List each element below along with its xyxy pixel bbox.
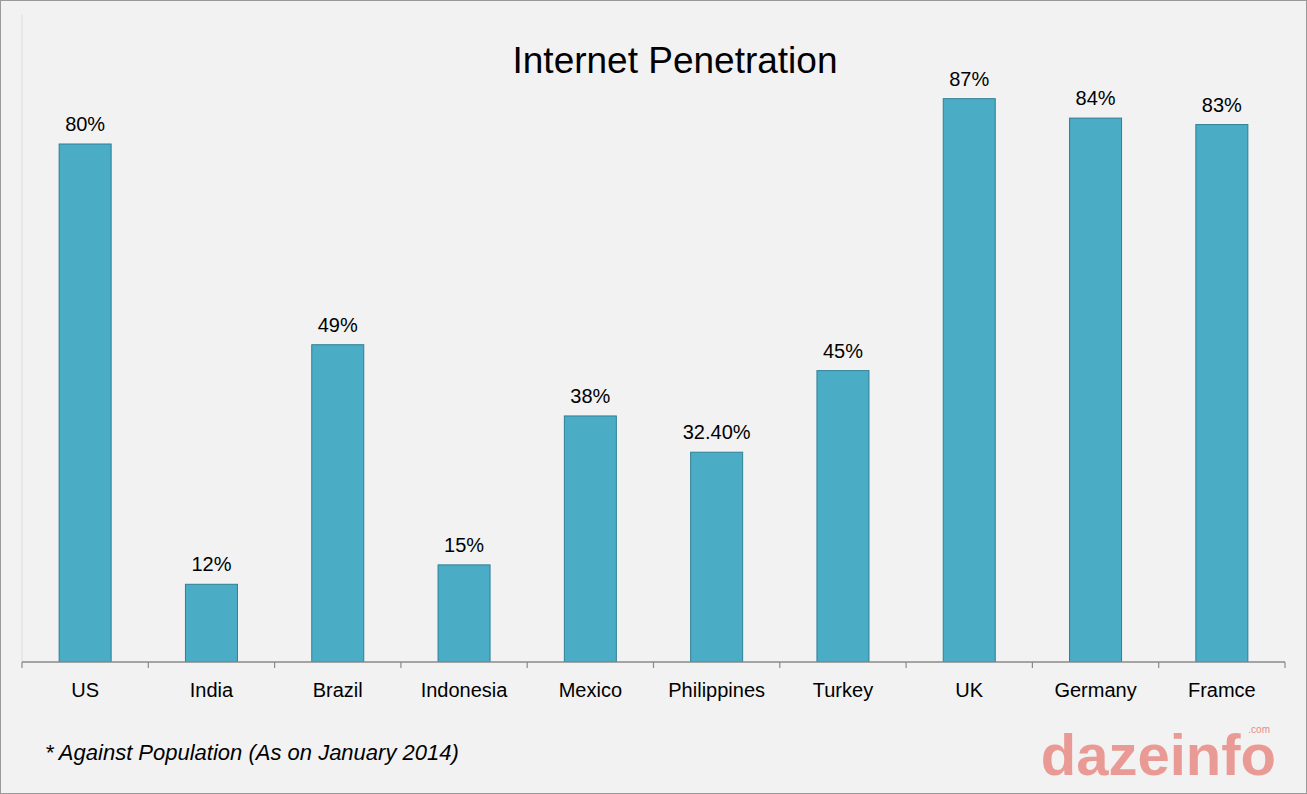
data-label: 83%	[1202, 94, 1242, 116]
bar	[59, 144, 111, 662]
data-label: 45%	[823, 340, 863, 362]
x-tick	[1284, 662, 1285, 668]
chart-title: Internet Penetration	[513, 40, 838, 81]
x-tick-label: Germany	[1054, 679, 1136, 701]
data-label: 12%	[191, 553, 231, 575]
x-tick	[148, 662, 149, 668]
x-tick-label: Turkey	[813, 679, 873, 701]
bar	[438, 565, 490, 662]
x-tick-label: India	[190, 679, 234, 701]
data-label: 80%	[65, 113, 105, 135]
x-tick-label: US	[71, 679, 99, 701]
logo-suffix: .com	[1248, 724, 1270, 735]
data-label: 87%	[949, 68, 989, 90]
bar	[817, 371, 869, 662]
bars	[59, 99, 1248, 662]
footnote: * Against Population (As on January 2014…	[45, 740, 459, 765]
bar	[1070, 118, 1122, 662]
chart-root: Internet Penetration US India Brazil Indones…	[0, 0, 1307, 794]
x-tick-label: Indonesia	[421, 679, 509, 701]
x-tick-label: Mexico	[559, 679, 622, 701]
x-tick-label: UK	[955, 679, 983, 701]
data-label: 49%	[318, 314, 358, 336]
x-tick	[1032, 662, 1033, 668]
x-tick	[1158, 662, 1159, 668]
x-tick	[653, 662, 654, 668]
bar	[185, 584, 237, 662]
chart-svg: Internet Penetration US India Brazil Indones…	[0, 0, 1307, 794]
background	[1, 1, 1307, 794]
x-tick	[527, 662, 528, 668]
data-label: 38%	[570, 385, 610, 407]
bar	[564, 416, 616, 662]
logo: dazeinfo	[1041, 722, 1276, 787]
x-tick-label: Philippines	[668, 679, 765, 701]
y-axis-line	[22, 15, 23, 663]
x-tick	[21, 662, 22, 668]
bar	[312, 345, 364, 662]
data-label: 15%	[444, 534, 484, 556]
data-label: 84%	[1076, 87, 1116, 109]
bar	[1196, 125, 1248, 662]
x-tick	[274, 662, 275, 668]
x-tick	[905, 662, 906, 668]
x-tick	[779, 662, 780, 668]
bar	[943, 99, 995, 662]
bar	[691, 452, 743, 662]
x-tick-label: Brazil	[313, 679, 363, 701]
x-tick	[400, 662, 401, 668]
data-label: 32.40%	[683, 421, 751, 443]
x-tick-label: Framce	[1188, 679, 1256, 701]
